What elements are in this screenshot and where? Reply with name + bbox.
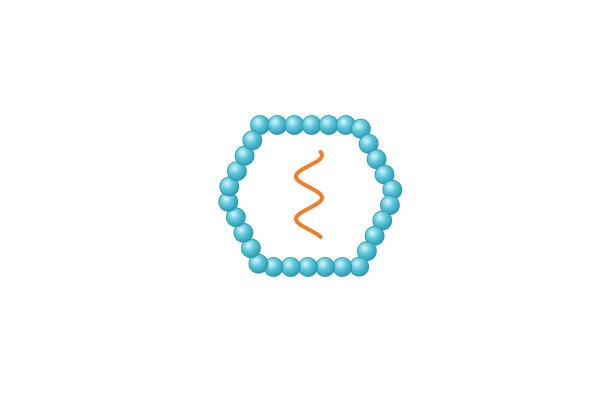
capsid-subunit bbox=[284, 115, 305, 135]
capsid-subunit bbox=[267, 115, 288, 135]
capsid-subunit bbox=[280, 257, 301, 277]
genome-strand bbox=[294, 150, 324, 239]
capsid-subunit bbox=[332, 257, 353, 277]
capsid bbox=[218, 115, 403, 277]
capsid-subunit bbox=[301, 115, 322, 135]
capsid-subunit bbox=[315, 257, 336, 277]
capsid-subunit bbox=[242, 130, 263, 151]
capsid-subunit bbox=[318, 115, 339, 135]
capsid-subunit bbox=[297, 257, 318, 277]
capsid-subunit bbox=[349, 256, 370, 277]
